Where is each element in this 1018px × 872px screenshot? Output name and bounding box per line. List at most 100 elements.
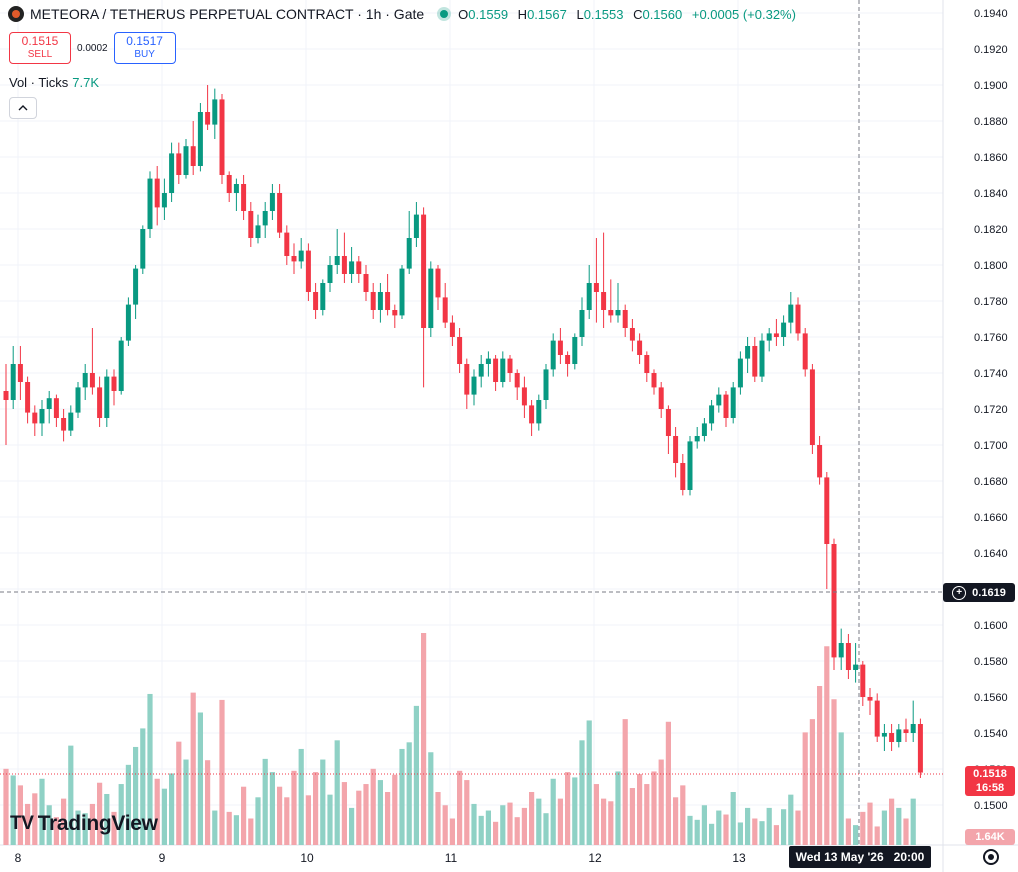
volume-bar — [658, 759, 664, 845]
candle-body — [651, 373, 657, 388]
buy-button[interactable]: 0.1517 BUY — [113, 32, 176, 64]
candle-body — [377, 292, 383, 310]
volume-bar — [579, 740, 585, 845]
tradingview-wordmark: TradingView — [37, 812, 158, 835]
candle-body — [140, 229, 146, 269]
candle-body — [608, 310, 614, 316]
candle-body — [802, 333, 808, 370]
candle-body — [82, 373, 88, 388]
candle-body — [284, 232, 290, 256]
volume-bar — [205, 760, 211, 845]
volume-axis-tag: 1.64K — [965, 829, 1015, 845]
ohlc-open-value: 0.1559 — [468, 6, 509, 22]
candle-body — [730, 387, 736, 418]
ohlc-high-value: 0.1567 — [527, 6, 567, 22]
volume-bar — [709, 823, 715, 845]
price-tick-label: 0.1720 — [974, 404, 1008, 416]
volume-bar — [399, 748, 405, 845]
candle-body — [557, 340, 563, 355]
volume-bar — [313, 772, 319, 845]
price-tick-label: 0.1580 — [974, 656, 1008, 668]
time-tick-label: 13 — [732, 851, 746, 865]
candle-body — [169, 153, 175, 193]
price-tick-label: 0.1880 — [974, 116, 1008, 128]
price-tick-label: 0.1540 — [974, 728, 1008, 740]
volume-bar — [190, 692, 196, 845]
candle-body — [327, 265, 333, 283]
volume-bar — [881, 810, 887, 845]
candle-body — [197, 112, 203, 166]
candle-body — [493, 358, 499, 382]
volume-bar — [471, 803, 477, 845]
volume-bar — [788, 794, 794, 845]
volume-axis-value: 1.64K — [975, 831, 1005, 843]
price-tick-label: 0.1600 — [974, 620, 1008, 632]
volume-bar — [327, 794, 333, 845]
candle-body — [867, 697, 873, 701]
volume-legend[interactable]: Vol · Ticks 7.7K — [9, 75, 99, 90]
volume-bar — [845, 818, 851, 845]
candle-body — [529, 405, 535, 424]
candle-body — [471, 376, 477, 395]
candle-body — [68, 412, 74, 431]
candle-body — [514, 373, 520, 388]
plus-circle-icon[interactable]: + — [952, 585, 967, 600]
candle-body — [449, 322, 455, 337]
candle-body — [752, 346, 758, 377]
price-tick-label: 0.1680 — [974, 476, 1008, 488]
candle-body — [17, 364, 23, 382]
spread-value: 0.0002 — [77, 42, 108, 54]
volume-bar — [831, 699, 837, 845]
candle-body — [46, 398, 52, 409]
candle-body — [917, 724, 923, 773]
candle-body — [118, 340, 124, 391]
volume-bar — [32, 793, 38, 845]
price-axis[interactable]: 0.1940 0.1920 0.1900 0.1880 0.1860 0.1840 0.18… — [974, 8, 1008, 812]
symbol-title[interactable]: METEORA / TETHERUS PERPETUAL CONTRACT · … — [30, 6, 425, 22]
candle-body — [241, 184, 247, 211]
candle-body — [709, 405, 715, 424]
candle-body — [521, 387, 527, 406]
candle-body — [356, 261, 362, 274]
candle-body — [687, 441, 693, 490]
candle-body — [881, 733, 887, 737]
time-tick-label: 11 — [445, 851, 458, 865]
sell-button[interactable]: 0.1515 SELL — [9, 32, 71, 64]
candle-body — [507, 358, 513, 373]
candle-body — [673, 436, 679, 463]
volume-bar — [17, 785, 23, 845]
candle-body — [694, 436, 700, 442]
volume-bar — [97, 782, 103, 845]
candle-body — [701, 423, 707, 436]
candle-body — [10, 364, 16, 400]
tradingview-logo[interactable]: TV TradingView — [10, 812, 158, 836]
settings-gear-icon[interactable] — [983, 849, 999, 865]
volume-bar — [284, 797, 290, 845]
ohlc-change: +0.0005 (+0.32%) — [691, 6, 796, 22]
volume-bar — [46, 805, 52, 845]
time-axis[interactable]: 8 9 10 11 12 13 — [15, 851, 746, 865]
volume-bar — [212, 810, 218, 845]
volume-bar — [385, 792, 391, 845]
candle-body — [723, 394, 729, 418]
candle-body — [320, 283, 326, 310]
collapse-legend-button[interactable] — [9, 97, 37, 119]
market-status-icon — [440, 10, 449, 18]
volume-bar — [838, 732, 844, 845]
price-tick-label: 0.1500 — [974, 800, 1008, 812]
volume-bar — [421, 633, 427, 845]
price-tick-label: 0.1840 — [974, 188, 1008, 200]
volume-bar — [536, 798, 542, 845]
volume-bar — [464, 780, 470, 845]
candle-body — [788, 304, 794, 323]
volume-bar — [39, 778, 45, 845]
volume-bar — [478, 815, 484, 845]
volume-bar — [824, 646, 830, 845]
volume-bar — [363, 784, 369, 845]
candle-body — [183, 146, 189, 175]
volume-bar — [154, 778, 160, 845]
volume-bar — [694, 819, 700, 845]
candle-body — [298, 250, 304, 262]
volume-bar — [140, 728, 146, 845]
